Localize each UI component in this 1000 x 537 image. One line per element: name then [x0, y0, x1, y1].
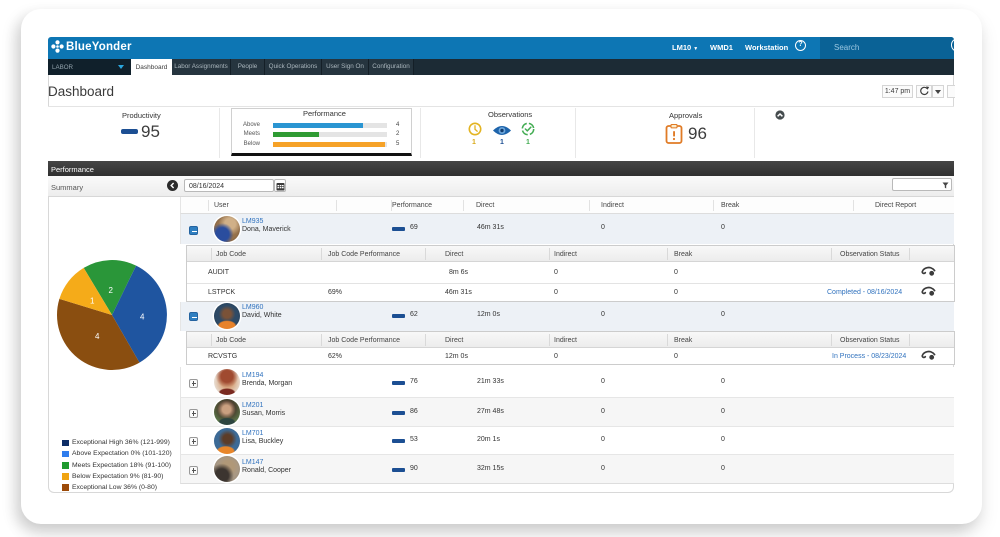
svg-text:4: 4 — [95, 332, 100, 341]
svg-text:2: 2 — [109, 286, 114, 295]
svg-text:4: 4 — [140, 313, 145, 322]
svg-text:1: 1 — [90, 297, 95, 306]
